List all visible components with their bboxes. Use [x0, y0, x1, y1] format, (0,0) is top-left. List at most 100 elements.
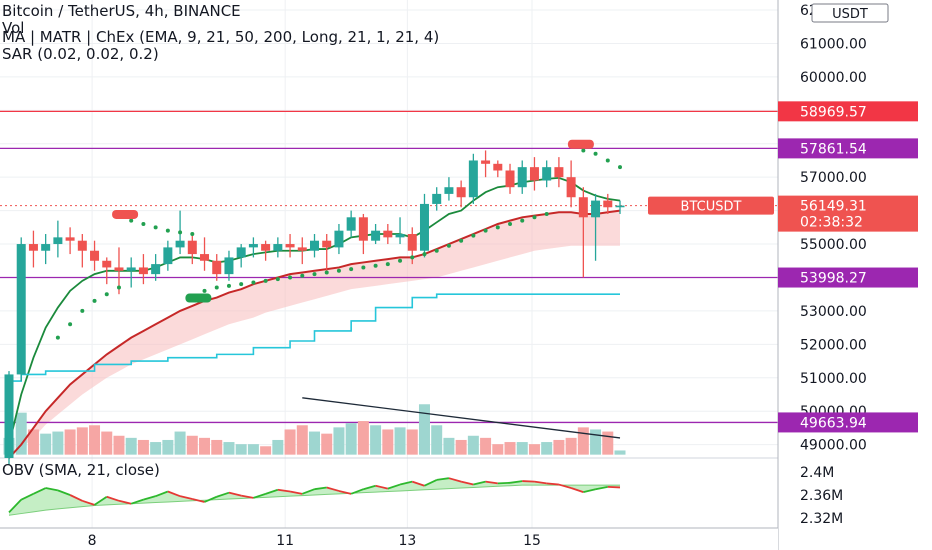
volume-bar	[565, 437, 577, 455]
price-tick-label: 60000.00	[800, 70, 867, 86]
obv-segment	[558, 483, 572, 489]
sar-dot	[116, 285, 121, 290]
price-level-label: 53998.27	[800, 271, 867, 287]
volume-bar	[150, 442, 162, 455]
sar-dot	[593, 151, 598, 156]
obv-segment	[69, 494, 83, 502]
sar-dot	[398, 258, 403, 263]
obv-segment	[241, 494, 254, 499]
candle-body	[603, 200, 613, 208]
candle-body	[334, 230, 344, 248]
obv-segment	[411, 480, 425, 487]
sar-dot	[336, 268, 341, 273]
candle-body	[456, 187, 466, 198]
obv-sma-line	[8, 484, 620, 516]
volume-bar	[162, 439, 174, 455]
volume-bar	[64, 429, 76, 455]
candle-body	[114, 267, 124, 271]
candle-body	[102, 260, 112, 268]
sar-dot	[349, 267, 354, 272]
volume-bar	[614, 450, 626, 455]
sar-dot	[434, 248, 439, 253]
obv-segment	[350, 488, 364, 495]
obv-segment	[326, 486, 340, 492]
candle-body	[566, 177, 576, 198]
candle-body	[224, 257, 234, 275]
sar-dot	[92, 298, 97, 303]
obv-segment	[314, 486, 327, 491]
sar-dot	[324, 270, 329, 275]
obv-pane	[8, 477, 621, 516]
sar-dot	[153, 225, 158, 230]
volume-bar	[333, 427, 345, 455]
price-axis[interactable]: 62000.0061000.0060000.0059000.0058000.00…	[648, 0, 932, 550]
sar-dot	[385, 262, 390, 267]
sar-dot	[129, 218, 134, 223]
sar-dot	[178, 230, 183, 235]
price-tick-label: 51000.00	[800, 371, 867, 387]
volume-bar	[431, 425, 443, 455]
candle-body	[65, 237, 75, 241]
candle-body	[310, 240, 319, 251]
volume-bar	[467, 435, 479, 455]
volume-bar	[541, 442, 553, 455]
obv-segment	[155, 490, 169, 498]
volume-bar	[272, 439, 284, 455]
obv-segment	[8, 499, 22, 514]
obv-segment	[338, 490, 352, 495]
volume-bar	[113, 435, 125, 455]
sar-dot	[251, 280, 256, 285]
volume-bar	[345, 423, 357, 455]
sar-dot	[288, 275, 293, 280]
countdown-label: 02:38:32	[800, 215, 863, 231]
sar-dot	[581, 148, 586, 153]
candle-body	[554, 167, 564, 178]
candle-body	[419, 203, 429, 251]
obv-segment	[436, 477, 450, 481]
candle-body	[200, 254, 210, 261]
candle-body	[187, 240, 197, 255]
price-tick-label: 55000.00	[800, 237, 867, 253]
sar-dot	[471, 233, 476, 238]
candle-body	[126, 267, 136, 271]
candle-body	[138, 267, 148, 275]
volume-bar	[357, 421, 369, 455]
sar-dot	[422, 252, 427, 257]
sar-dot	[618, 165, 622, 170]
price-tick-label: 53000.00	[800, 304, 867, 320]
sar-dot	[190, 232, 195, 237]
ema-band-fill	[9, 210, 620, 458]
candle-body	[212, 260, 222, 275]
date-tick-label: 15	[523, 533, 541, 549]
ema-slow-line	[8, 209, 621, 459]
obv-segment	[570, 487, 584, 493]
price-level-label: 57861.54	[800, 141, 867, 157]
sar-dot	[361, 265, 366, 270]
volume-bar	[394, 427, 406, 455]
volume-bar	[443, 437, 455, 455]
date-axis[interactable]: 8 11 13 15	[0, 527, 778, 550]
obv-segment	[192, 498, 205, 503]
volume-bar	[260, 446, 272, 455]
obv-segment	[375, 484, 389, 490]
sar-dot	[300, 273, 305, 278]
sar-flip-marker	[185, 293, 212, 303]
sar-dot	[275, 277, 280, 282]
horizontal-levels[interactable]	[0, 110, 778, 424]
candle-body	[236, 247, 246, 258]
obv-segment	[20, 493, 34, 501]
obv-segment	[106, 495, 120, 502]
candle-body	[4, 374, 14, 458]
candle-body	[493, 163, 503, 171]
candle-body	[395, 234, 405, 238]
volume-bar	[382, 429, 394, 455]
candle-body	[358, 217, 368, 241]
price-level-label-bg	[778, 267, 918, 288]
sar-dot	[410, 255, 415, 260]
sar-dot	[226, 283, 231, 288]
obv-segment	[509, 480, 523, 484]
candle-body	[297, 247, 307, 251]
candle-body	[248, 244, 258, 248]
candle-body	[41, 244, 51, 251]
